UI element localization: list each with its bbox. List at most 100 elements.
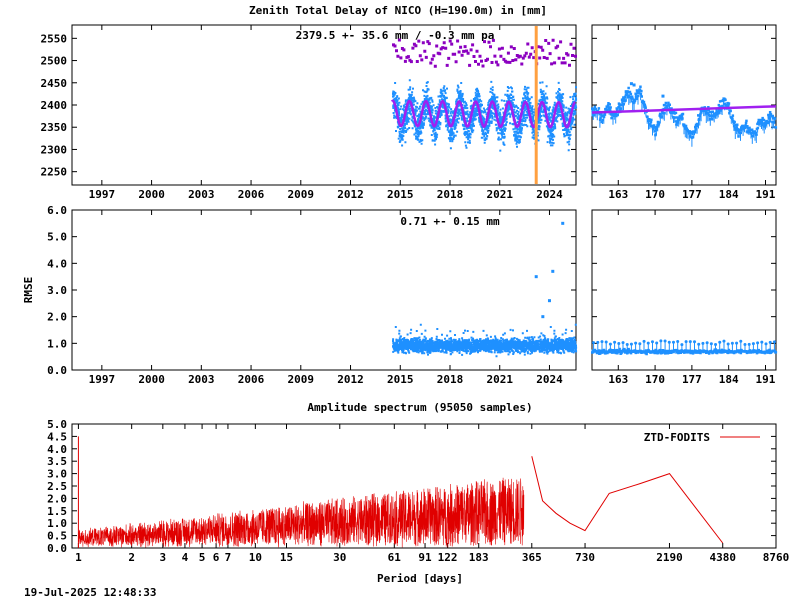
rmse-zoom-error-cap [743, 342, 747, 346]
spectrum-ytick-label: 1.0 [47, 517, 67, 530]
rmse-long-xtick-label: 2006 [238, 373, 265, 386]
spectrum-ytick-label: 1.5 [47, 505, 67, 518]
spectrum-xtick-label: 7 [225, 551, 232, 564]
rmse-zoom-error-cap [772, 340, 776, 344]
rmse-zoom-error-cap [722, 339, 726, 343]
ztd-long-xtick-label: 2021 [486, 188, 513, 201]
spectrum-xtick-label: 365 [522, 551, 542, 564]
rmse-long-xtick-label: 2003 [188, 373, 215, 386]
rmse-long-ytick-label: 3.0 [47, 284, 67, 297]
rmse-zoom-error-cap [646, 341, 650, 345]
spectrum-ytick-label: 3.5 [47, 455, 67, 468]
spectrum-ytick-label: 4.5 [47, 430, 67, 443]
spectrum-xtick-label: 15 [280, 551, 293, 564]
rmse-long-ytick-label: 1.0 [47, 337, 67, 350]
spectrum-xtick-label: 1 [75, 551, 82, 564]
spectrum-long-period-line [531, 456, 724, 544]
rmse-long-panel: 1997 2000 2003 2006 2009 2012 2015 2018 2021 2024… [47, 204, 578, 386]
rmse-zoom-xtick-label: 184 [719, 373, 739, 386]
spectrum-xtick-label: 183 [469, 551, 489, 564]
rmse-outlier-point [547, 299, 551, 303]
ztd-zoom-xtick-label: 184 [719, 188, 739, 201]
rmse-zoom-error-bars [593, 340, 775, 352]
rmse-long-ytick-label: 0.0 [47, 364, 67, 377]
ztd-long-ytick-label: 2550 [41, 32, 68, 45]
ztd-zoom-spike [629, 82, 633, 86]
rmse-zoom-xtick-label: 170 [645, 373, 665, 386]
rmse-zoom-xtick-label: 163 [608, 373, 628, 386]
rmse-outlier-point [551, 269, 555, 273]
spectrum-xtick-label: 6 [213, 551, 220, 564]
spectrum-ytick-label: 2.5 [47, 480, 67, 493]
ztd-long-xtick-label: 2009 [288, 188, 315, 201]
ztd-zoom-xtick-label: 170 [645, 188, 665, 201]
ztd-outlier-points [392, 38, 577, 68]
ztd-long-xtick-label: 2012 [337, 188, 364, 201]
spectrum-ytick-label: 0.0 [47, 542, 67, 555]
spectrum-xtick-label: 2190 [656, 551, 683, 564]
rmse-long-ytick-label: 2.0 [47, 311, 67, 324]
rmse-zoom-error-cap [768, 340, 772, 344]
ztd-zoom-xtick-label: 177 [682, 188, 702, 201]
ztd-zoom-points [591, 85, 778, 139]
rmse-zoom-error-cap [650, 340, 654, 344]
timestamp: 19-Jul-2025 12:48:33 [24, 586, 156, 599]
spectrum-ytick-label: 5.0 [47, 418, 67, 431]
rmse-zoom-error-cap [625, 342, 629, 346]
ztd-zoom-fit-line [591, 105, 777, 114]
rmse-long-xtick-label: 2009 [288, 373, 315, 386]
rmse-long-xtick-label: 2021 [486, 373, 513, 386]
spectrum-ytick-label: 0.5 [47, 530, 67, 543]
rmse-long-ytick-label: 4.0 [47, 257, 67, 270]
rmse-zoom-error-cap [634, 341, 638, 345]
spectrum-xtick-label: 122 [438, 551, 458, 564]
rmse-zoom-error-cap [600, 340, 604, 344]
spectrum-xtick-label: 8760 [763, 551, 790, 564]
ztd-zoom-panel: 163 170 177 184 191 [591, 24, 778, 201]
rmse-long-ytick-label: 5.0 [47, 231, 67, 244]
rmse-zoom-points [591, 347, 778, 356]
rmse-zoom-error-cap [714, 343, 718, 347]
spectrum-ytick-label: 2.0 [47, 492, 67, 505]
ztd-long-panel: 1997 2000 2003 2006 2009 2012 2015 2018 2021 2024… [41, 24, 578, 201]
spectrum-xlabel: Period [days] [377, 572, 463, 585]
rmse-outlier-point [561, 221, 565, 225]
rmse-zoom-error-cap [684, 340, 688, 344]
spectrum-dense-line [78, 477, 525, 548]
ztd-long-ytick-label: 2350 [41, 121, 68, 134]
ztd-zoom-spike [624, 90, 628, 94]
ztd-long-xtick-label: 2015 [387, 188, 414, 201]
rmse-zoom-error-cap [621, 341, 625, 345]
rmse-long-xtick-label: 2024 [536, 373, 563, 386]
ztd-long-xtick-label: 2003 [188, 188, 215, 201]
rmse-zoom-xtick-label: 191 [756, 373, 776, 386]
ztd-long-ytick-label: 2450 [41, 77, 68, 90]
ztd-long-xtick-label: 1997 [89, 188, 116, 201]
spectrum-xtick-label: 91 [418, 551, 432, 564]
rmse-long-xtick-label: 2000 [138, 373, 165, 386]
ztd-zoom-xtick-label: 163 [608, 188, 628, 201]
rmse-ylabel: RMSE [22, 277, 35, 304]
rmse-zoom-error-cap [705, 341, 709, 345]
spectrum-xtick-label: 2 [128, 551, 135, 564]
ztd-long-xtick-label: 2006 [238, 188, 265, 201]
spectrum-ytick-label: 4.0 [47, 443, 67, 456]
rmse-zoom-frame [591, 209, 777, 371]
legend-label-ztd-fodits: ZTD-FODITS [644, 431, 710, 444]
rmse-annotation: 0.71 +- 0.15 mm [400, 215, 500, 228]
rmse-outlier-point [534, 275, 538, 279]
rmse-long-xtick-label: 2018 [437, 373, 464, 386]
ztd-title: Zenith Total Delay of NICO (H=190.0m) in… [249, 4, 547, 17]
spectrum-xtick-label: 61 [388, 551, 402, 564]
ztd-fit-line [390, 99, 576, 129]
ztd-zoom-xtick-label: 191 [756, 188, 776, 201]
rmse-zoom-panel: 163 170 177 184 191 [591, 209, 778, 386]
ztd-data-points [392, 79, 578, 152]
ztd-zoom-spike [661, 94, 665, 98]
rmse-zoom-error-cap [592, 341, 596, 345]
spectrum-xtick-label: 3 [160, 551, 167, 564]
rmse-outlier-point [541, 315, 545, 319]
spectrum-ytick-label: 3.0 [47, 468, 67, 481]
rmse-zoom-error-cap [629, 342, 633, 346]
